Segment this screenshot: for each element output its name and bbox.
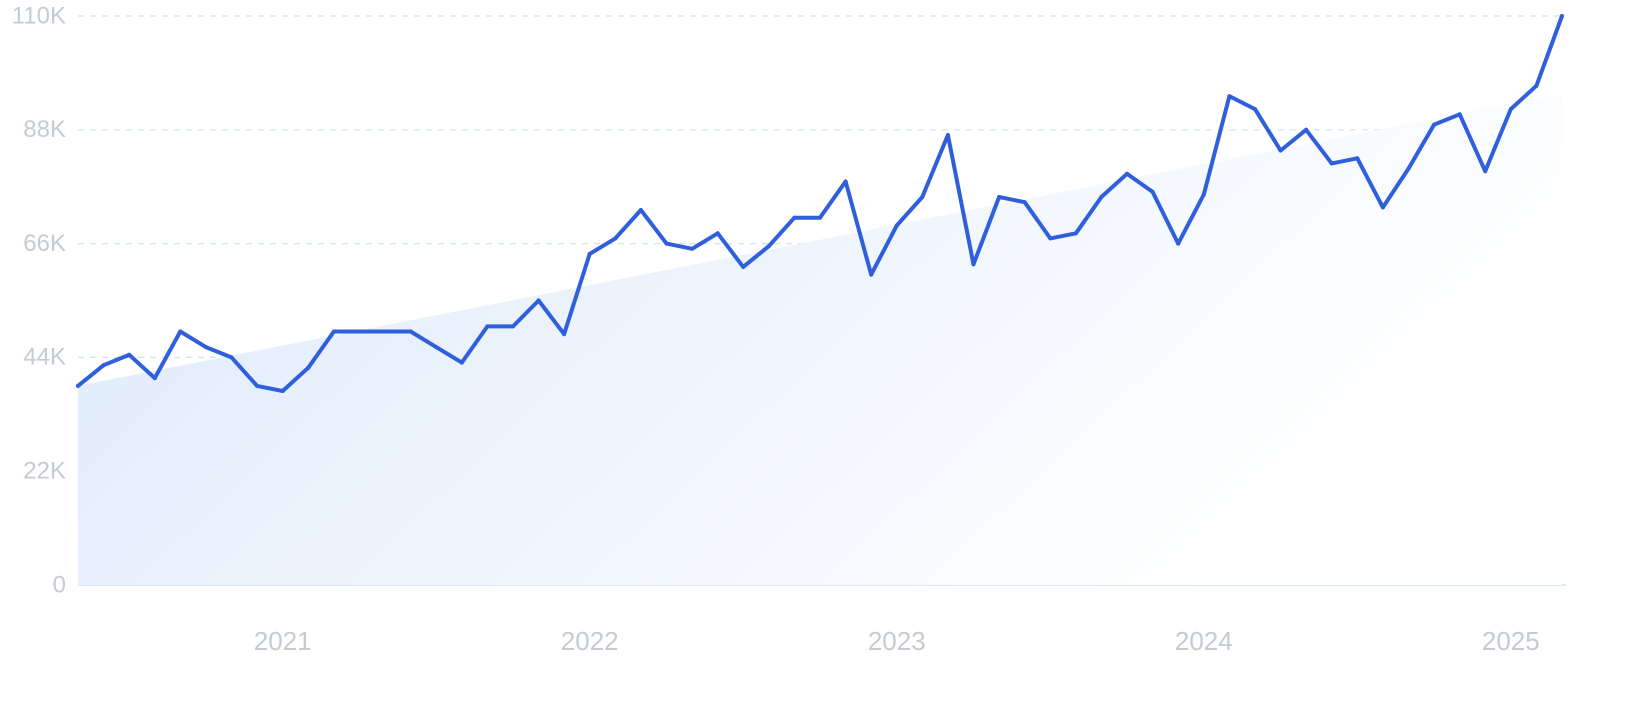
data-point xyxy=(638,208,643,212)
data-point xyxy=(1304,127,1309,132)
data-point xyxy=(459,360,464,365)
data-point xyxy=(997,195,1002,199)
data-point xyxy=(229,355,234,360)
data-point xyxy=(1560,14,1564,18)
data-point xyxy=(383,329,387,334)
data-point xyxy=(971,262,976,267)
x-tick-label: 2023 xyxy=(868,626,926,656)
data-point xyxy=(1048,236,1053,241)
x-tick-label: 2025 xyxy=(1482,626,1540,656)
trend-area xyxy=(78,93,1562,585)
data-point xyxy=(511,324,515,329)
data-point xyxy=(1432,122,1437,127)
data-point xyxy=(869,272,874,277)
data-point xyxy=(101,363,106,368)
data-point xyxy=(741,264,746,269)
data-point xyxy=(1227,94,1232,99)
data-point xyxy=(613,236,618,241)
data-point xyxy=(1508,107,1513,112)
x-tick-label: 2024 xyxy=(1175,626,1233,656)
data-point xyxy=(1457,112,1462,117)
x-axis: 2021 2022 2023 2024 2025 xyxy=(254,626,1540,656)
data-point xyxy=(1534,83,1539,88)
data-point xyxy=(255,383,260,388)
data-point xyxy=(76,383,80,388)
y-tick-label: 88K xyxy=(23,116,66,143)
data-point xyxy=(485,324,490,329)
data-point xyxy=(1483,169,1488,174)
data-point xyxy=(280,389,285,393)
data-point xyxy=(1150,189,1155,194)
data-point xyxy=(1176,241,1181,246)
data-point xyxy=(127,352,132,357)
data-point xyxy=(1406,166,1411,171)
y-tick-label: 44K xyxy=(23,344,66,371)
data-point xyxy=(203,345,208,350)
data-point xyxy=(920,195,925,199)
data-point xyxy=(331,329,336,334)
data-point xyxy=(1355,156,1360,161)
data-point xyxy=(945,133,950,137)
data-point xyxy=(1022,200,1027,205)
data-point xyxy=(562,332,567,337)
y-tick-label: 66K xyxy=(23,230,66,257)
data-point xyxy=(536,298,541,303)
data-point xyxy=(178,329,183,334)
data-point xyxy=(766,244,771,249)
y-tick-label: 110K xyxy=(12,2,66,29)
data-point xyxy=(306,365,311,370)
data-point xyxy=(1278,148,1283,153)
y-tick-label: 22K xyxy=(23,458,66,485)
data-point xyxy=(1073,231,1078,236)
data-point xyxy=(843,179,848,184)
data-point xyxy=(690,246,695,251)
data-point xyxy=(357,329,362,334)
data-point xyxy=(715,231,720,236)
x-tick-label: 2021 xyxy=(254,626,312,656)
data-point xyxy=(894,223,899,228)
y-axis: 0 22K 44K 66K 88K 110K xyxy=(12,2,66,598)
data-point xyxy=(818,215,822,220)
data-point xyxy=(1201,192,1206,197)
data-point xyxy=(408,329,413,334)
trend-area-fill xyxy=(78,93,1562,585)
data-point xyxy=(1253,107,1257,112)
data-point xyxy=(1329,161,1334,166)
data-point xyxy=(1125,171,1129,176)
data-point xyxy=(664,241,669,246)
x-tick-label: 2022 xyxy=(561,626,619,656)
data-point xyxy=(434,345,439,350)
data-point xyxy=(152,376,157,381)
data-point xyxy=(1099,195,1104,199)
y-tick-label: 0 xyxy=(53,571,66,598)
data-point xyxy=(792,215,797,220)
series-line-group xyxy=(76,14,1564,393)
data-point xyxy=(587,251,592,256)
data-point xyxy=(1380,205,1385,210)
